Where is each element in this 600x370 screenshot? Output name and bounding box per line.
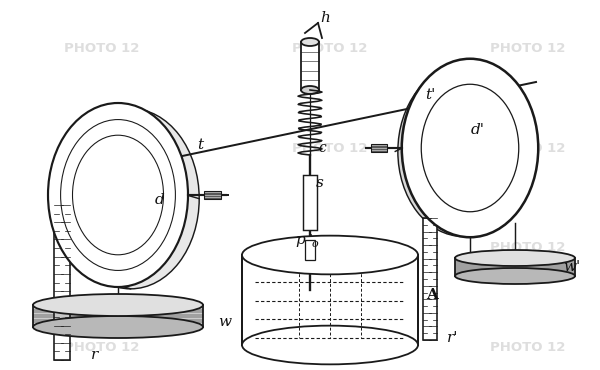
Bar [242, 255, 418, 345]
Text: w: w [218, 315, 232, 329]
Ellipse shape [242, 236, 418, 275]
Bar [54, 205, 70, 360]
Ellipse shape [455, 268, 575, 284]
Text: p: p [295, 233, 305, 247]
Text: t': t' [425, 88, 435, 102]
Text: PHOTO 12: PHOTO 12 [64, 141, 140, 155]
Text: PHOTO 12: PHOTO 12 [292, 241, 368, 255]
Text: w': w' [563, 260, 581, 274]
Text: PHOTO 12: PHOTO 12 [292, 341, 368, 354]
Text: t: t [197, 138, 203, 152]
Bar [204, 191, 221, 199]
Text: r: r [91, 348, 98, 362]
Text: PHOTO 12: PHOTO 12 [64, 41, 140, 55]
Text: PHOTO 12: PHOTO 12 [490, 141, 566, 155]
Ellipse shape [301, 86, 319, 94]
Text: d': d' [471, 123, 485, 137]
Text: PHOTO 12: PHOTO 12 [64, 341, 140, 354]
Ellipse shape [33, 294, 203, 316]
Bar [303, 175, 317, 230]
Ellipse shape [242, 326, 418, 364]
Text: h: h [320, 11, 330, 25]
Text: o: o [311, 239, 319, 249]
Text: PHOTO 12: PHOTO 12 [490, 341, 566, 354]
Text: PHOTO 12: PHOTO 12 [292, 141, 368, 155]
Text: r': r' [447, 331, 459, 345]
Text: c: c [318, 141, 326, 155]
Ellipse shape [402, 59, 538, 237]
Text: PHOTO 12: PHOTO 12 [64, 241, 140, 255]
Bar [301, 42, 319, 90]
Text: A: A [426, 288, 438, 302]
Text: PHOTO 12: PHOTO 12 [292, 41, 368, 55]
Ellipse shape [48, 103, 188, 287]
Ellipse shape [455, 250, 575, 266]
Bar [305, 240, 315, 260]
Text: d: d [155, 193, 165, 207]
Bar [371, 144, 387, 152]
Text: s: s [316, 176, 324, 190]
Bar [33, 305, 203, 327]
Ellipse shape [301, 38, 319, 46]
Ellipse shape [62, 108, 199, 289]
Ellipse shape [33, 316, 203, 338]
Text: PHOTO 12: PHOTO 12 [490, 41, 566, 55]
Bar [423, 218, 437, 340]
Text: PHOTO 12: PHOTO 12 [490, 241, 566, 255]
Ellipse shape [398, 66, 528, 236]
Bar [455, 258, 575, 276]
